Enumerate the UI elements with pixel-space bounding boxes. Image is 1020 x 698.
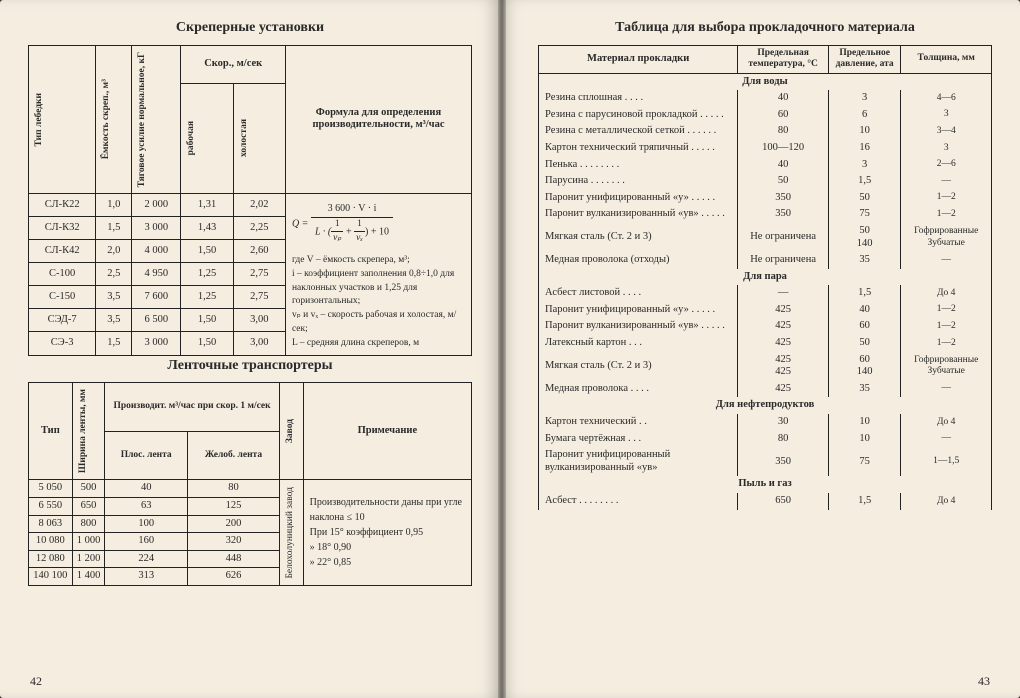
hdr-press: Предельное давление, ата <box>828 45 900 73</box>
factory-name: Белохолуницкий завод <box>283 483 298 583</box>
table-row: Картон технический тряпичный . . . . .10… <box>539 140 992 157</box>
hdr2-trough: Желоб. лента <box>188 431 280 480</box>
table-row: Асбест . . . . . . . .6501,5До 4 <box>539 493 992 510</box>
table-row: Медная проволока (отходы)Не ограничена35… <box>539 252 992 269</box>
table-row: Парусина . . . . . . .501,5— <box>539 173 992 190</box>
hdr2-type: Тип <box>29 383 73 480</box>
hdr-type: Тип лебедки <box>32 89 47 150</box>
table-row: Резина с парусиновой прокладкой . . . . … <box>539 107 992 124</box>
table-row: Мягкая сталь (Ст. 2 и 3)Не ограничена501… <box>539 223 992 252</box>
hdr-formula: Формула для определения производительнос… <box>285 45 471 193</box>
table-row: Пенька . . . . . . . .4032—6 <box>539 157 992 174</box>
hdr-material: Материал прокладки <box>539 45 738 73</box>
table-row: Паронит унифицированный «у» . . . . .425… <box>539 302 992 319</box>
title-belts: Ленточные транспортеры <box>28 358 472 375</box>
section-head: Пыль и газ <box>539 476 992 493</box>
hdr2-prod: Производит. м³/час при скор. 1 м/сек <box>105 383 280 432</box>
page-number-left: 42 <box>30 674 42 688</box>
table-row: Мягкая сталь (Ст. 2 и 3)42542560140Гофри… <box>539 352 992 381</box>
hdr-speed: Скор., м/сек <box>181 45 286 83</box>
table-row: Бумага чертёжная . . .8010— <box>539 431 992 448</box>
table-row: Асбест листовой . . . .—1,5До 4 <box>539 285 992 302</box>
table-row: СЛ-К22 1,0 2 000 1,31 2,02 Q = 3 600 · V… <box>29 194 472 217</box>
table-row: Картон технический . .3010До 4 <box>539 414 992 431</box>
formula-cell: Q = 3 600 · V · i L · (1vₚ + 1vₓ) + 10 г… <box>285 194 471 355</box>
section-head: Для пара <box>539 269 992 286</box>
left-page: Скреперные установки Тип лебедки Ёмкость… <box>0 0 500 698</box>
book-gutter <box>498 0 506 698</box>
section-head: Для нефтепродуктов <box>539 397 992 414</box>
section-head: Для воды <box>539 73 992 90</box>
table-row: Паронит унифицированный «у» . . . . .350… <box>539 190 992 207</box>
table-row: Резина с металлической сеткой . . . . . … <box>539 123 992 140</box>
hdr-thick: Толщина, мм <box>901 45 992 73</box>
belt-note: Производительности даны при угле наклона… <box>303 480 471 586</box>
table-row: Паронит унифицированный вулканизированны… <box>539 447 992 476</box>
hdr-temp: Предельная температура, °С <box>738 45 829 73</box>
table-row: Паронит вулканизированный «ув» . . . . .… <box>539 206 992 223</box>
table-row: Медная проволока . . . .42535— <box>539 381 992 398</box>
hdr2-width: Ширина ленты, мм <box>76 385 91 477</box>
page-number-right: 43 <box>978 674 990 688</box>
hdr2-note: Примечание <box>303 383 471 480</box>
hdr-cap: Ёмкость скреп., м³ <box>99 75 114 163</box>
hdr-speed-idle: холостая <box>237 115 252 161</box>
hdr2-flat: Плос. лента <box>105 431 188 480</box>
title-scrapers: Скреперные установки <box>28 20 472 37</box>
hdr2-factory: Завод <box>283 415 298 447</box>
title-gaskets: Таблица для выбора прокладочного материа… <box>538 20 992 37</box>
hdr-force: Тяговое усилие нормальное, кГ <box>135 48 150 191</box>
belt-table: Тип Ширина ленты, мм Производит. м³/час … <box>28 382 472 586</box>
right-page: Таблица для выбора прокладочного материа… <box>500 0 1020 698</box>
table-row: 5 0505004080 Белохолуницкий завод Произв… <box>29 480 472 498</box>
gasket-table: Материал прокладки Предельная температур… <box>538 45 992 510</box>
hdr-speed-work: рабочая <box>184 117 199 159</box>
scraper-table: Тип лебедки Ёмкость скреп., м³ Тяговое у… <box>28 45 472 356</box>
table-row: Резина сплошная . . . .4034—6 <box>539 90 992 107</box>
table-row: Латексный картон . . .425501—2 <box>539 335 992 352</box>
table-row: Паронит вулканизированный «ув» . . . . .… <box>539 318 992 335</box>
